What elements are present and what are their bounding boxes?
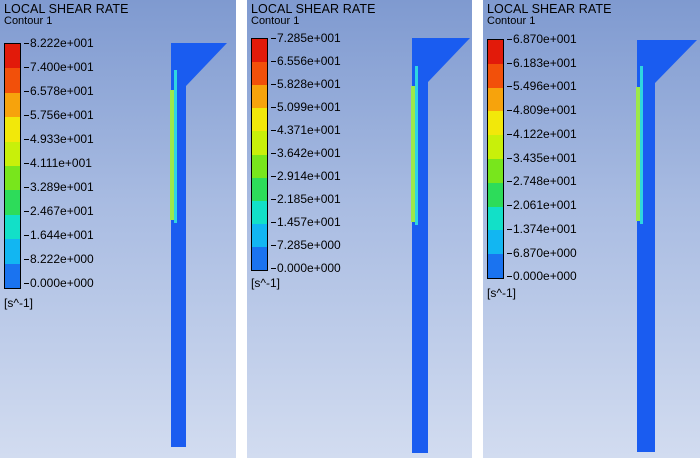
legend-subtitle: Contour 1 [487,15,536,27]
legend-tick-label: 2.467e+001 [24,204,94,218]
legend-swatch [488,87,503,113]
legend-tick-label: 7.285e+001 [271,31,341,45]
legend-tick-label: 5.496e+001 [507,79,577,93]
pipe-geometry [170,43,227,447]
legend-tick-label: 5.756e+001 [24,108,94,122]
legend-swatch [5,166,20,192]
legend-tick-label: 5.099e+001 [271,100,341,114]
legend-tick-label: 0.000e+000 [24,276,94,290]
legend-tick-label: 2.748e+001 [507,174,577,188]
legend-swatch [252,200,267,225]
contour-panel-1: LOCAL SHEAR RATE Contour 1 8.222e+001 7.… [0,0,236,458]
legend-swatch [252,131,267,156]
funnel-region [412,38,470,82]
legend-tick-label: 4.933e+001 [24,132,94,146]
legend-title: LOCAL SHEAR RATE [251,2,376,16]
legend-tick-label: 3.642e+001 [271,146,341,160]
legend-swatch [488,254,503,278]
legend-tick-label: 6.870e+001 [507,32,577,46]
legend-subtitle: Contour 1 [251,15,300,27]
contour-panel-2: LOCAL SHEAR RATE Contour 1 7.285e+001 6.… [247,0,472,458]
pipe-geometry [411,38,470,453]
legend-tick-label: 3.289e+001 [24,180,94,194]
legend-tick-label: 8.222e+001 [24,36,94,50]
legend-tick-label: 2.185e+001 [271,192,341,206]
legend-tick-label: 0.000e+000 [507,269,577,283]
legend-tick-label: 1.374e+001 [507,222,577,236]
legend-title: LOCAL SHEAR RATE [487,2,612,16]
legend-swatch [488,135,503,161]
legend-swatch [5,214,20,241]
legend-unit: [s^-1] [251,276,280,290]
legend-swatch [488,40,503,65]
legend-tick-label: 4.111e+001 [24,156,92,170]
legend-tick-label: 1.457e+001 [271,215,341,229]
color-legend-bar [251,38,268,271]
legend-swatch [252,246,267,270]
legend-tick-label: 6.870e+000 [507,246,577,260]
legend-tick-label: 8.222e+000 [24,252,94,266]
tube-region [170,70,186,447]
color-legend-bar [4,43,21,289]
legend-tick-label: 4.809e+001 [507,103,577,117]
legend-swatch [5,44,20,70]
legend-swatch [5,239,20,265]
legend-tick-label: 0.000e+000 [271,261,341,275]
contour-panel-3: LOCAL SHEAR RATE Contour 1 6.870e+001 6.… [483,0,700,458]
legend-swatch [252,85,267,110]
legend-swatch [488,111,503,137]
legend-swatch [488,182,503,208]
legend-tick-label: 4.371e+001 [271,123,341,137]
legend-swatch [488,206,503,232]
legend-swatch [252,154,267,179]
legend-subtitle: Contour 1 [4,15,53,27]
legend-tick-label: 1.644e+001 [24,228,94,242]
legend-tick-label: 2.061e+001 [507,198,577,212]
legend-unit: [s^-1] [487,286,516,300]
tube-region [636,66,655,452]
legend-swatch [488,63,503,89]
funnel-region [637,40,697,83]
legend-swatch [252,223,267,249]
legend-swatch [5,92,20,119]
funnel-region [171,43,227,86]
pipe-geometry [636,40,697,452]
legend-swatch [252,62,267,87]
legend-swatch [252,39,267,64]
color-legend-bar [487,39,504,279]
legend-tick-label: 7.400e+001 [24,60,94,74]
legend-swatch [5,263,20,288]
legend-tick-label: 2.914e+001 [271,169,341,183]
legend-tick-label: 5.828e+001 [271,77,341,91]
legend-tick-label: 6.183e+001 [507,56,577,70]
legend-swatch [252,177,267,202]
legend-title: LOCAL SHEAR RATE [4,2,129,16]
legend-tick-label: 7.285e+000 [271,238,341,252]
legend-swatch [5,190,20,216]
legend-swatch [5,117,20,143]
legend-tick-label: 6.578e+001 [24,84,94,98]
legend-swatch [252,108,267,133]
legend-unit: [s^-1] [4,296,33,310]
legend-swatch [488,230,503,256]
tube-region [411,66,428,453]
legend-swatch [488,159,503,184]
legend-tick-label: 6.556e+001 [271,54,341,68]
legend-tick-label: 3.435e+001 [507,151,577,165]
legend-tick-label: 4.122e+001 [507,127,577,141]
legend-swatch [5,68,20,94]
legend-swatch [5,141,20,168]
